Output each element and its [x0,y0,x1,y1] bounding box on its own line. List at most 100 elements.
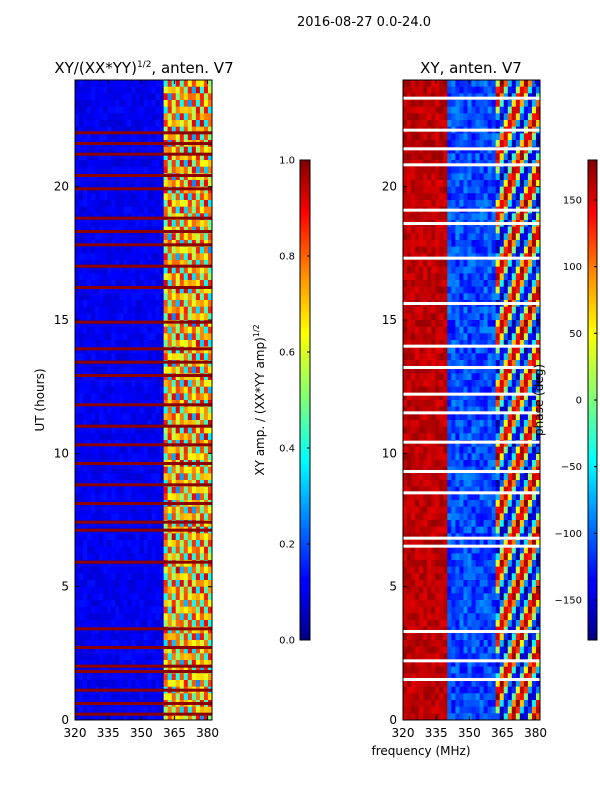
heatmap-cell [519,80,525,88]
heatmap-cell [139,513,144,521]
heatmap-cell [107,386,112,394]
heatmap-cell [435,180,440,188]
heatmap-cell [151,266,156,274]
heatmap-cell [415,313,420,321]
heatmap-cell [147,300,152,308]
heatmap-cell [191,246,197,254]
heatmap-cell [107,660,112,668]
heatmap-cell [487,186,493,194]
heatmap-cell [107,353,112,361]
heatmap-cell [491,140,497,148]
heatmap-cell [427,366,432,374]
heatmap-cell [131,300,136,308]
heatmap-cell [79,126,84,134]
heatmap-cell [447,266,452,274]
heatmap-cell [119,386,124,394]
heatmap-cell [175,660,181,668]
heatmap-cell [191,600,197,608]
heatmap-cell [203,713,209,720]
heatmap-cell [431,373,436,381]
heatmap-cell [143,606,148,614]
heatmap-cell [155,273,161,281]
heatmap-cell [403,233,408,241]
heatmap-cell [115,273,120,281]
heatmap-cell [483,366,489,374]
heatmap-cell [443,133,448,141]
heatmap-cell [455,313,460,321]
heatmap-cell [207,493,212,501]
heatmap-cell [499,360,505,368]
heatmap-cell [471,240,476,248]
heatmap-cell [463,313,468,321]
heatmap-cell [459,86,464,94]
heatmap-cell [151,553,156,561]
heatmap-cell [167,426,173,434]
heatmap-cell [143,93,148,101]
heatmap-cell [111,333,116,341]
heatmap-cell [175,580,181,588]
heatmap-cell [175,693,181,701]
heatmap-cell [99,133,104,141]
heatmap-cell [167,706,173,714]
heatmap-cell [503,180,509,188]
heatmap-cell [463,240,468,248]
heatmap-cell [463,233,468,241]
heatmap-cell [135,353,140,361]
heatmap-cell [455,166,460,174]
heatmap-cell [151,693,156,701]
heatmap-cell [163,633,169,641]
heatmap-cell [427,313,432,321]
heatmap-cell [535,226,540,234]
heatmap-cell [143,680,148,688]
heatmap-cell [143,513,148,521]
flagged-row [75,502,212,505]
heatmap-cell [75,280,80,288]
heatmap-cell [143,333,148,341]
heatmap-cell [135,420,140,428]
heatmap-cell [467,380,472,388]
heatmap-cell [155,573,161,581]
heatmap-cell [507,366,513,374]
heatmap-cell [139,493,144,501]
heatmap-cell [179,640,185,648]
heatmap-cell [431,326,436,334]
heatmap-cell [203,253,209,261]
heatmap-cell [519,120,525,128]
heatmap-cell [459,326,464,334]
heatmap-cell [511,233,517,241]
heatmap-cell [107,93,112,101]
heatmap-cell [187,333,193,341]
heatmap-cell [435,120,440,128]
heatmap-cell [83,313,88,321]
heatmap-cell [427,373,432,381]
heatmap-cell [147,640,152,648]
heatmap-cell [431,346,436,354]
heatmap-cell [123,546,128,554]
heatmap-cell [83,273,88,281]
heatmap-cell [199,133,205,141]
heatmap-cell [79,493,84,501]
heatmap-cell [79,620,84,628]
heatmap-cell [111,280,116,288]
heatmap-cell [499,213,505,221]
heatmap-cell [135,473,140,481]
heatmap-cell [143,713,148,720]
heatmap-cell [91,673,96,681]
heatmap-cell [107,713,112,720]
heatmap-cell [531,240,537,248]
heatmap-cell [159,553,165,561]
heatmap-cell [491,306,497,314]
heatmap-cell [107,393,112,401]
heatmap-cell [435,86,440,94]
heatmap-cell [151,146,156,154]
heatmap-cell [459,100,464,108]
heatmap-cell [155,126,161,134]
heatmap-cell [91,453,96,461]
heatmap-cell [119,366,124,374]
heatmap-cell [123,693,128,701]
heatmap-cell [103,266,108,274]
heatmap-cell [111,246,116,254]
heatmap-cell [115,580,120,588]
heatmap-cell [183,493,189,501]
heatmap-cell [179,713,185,720]
